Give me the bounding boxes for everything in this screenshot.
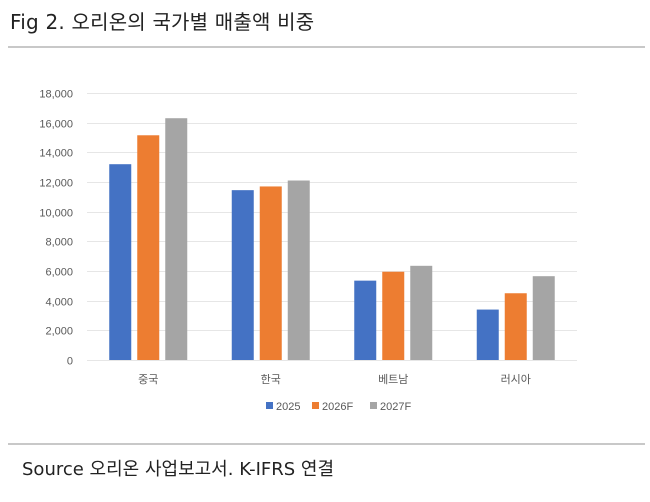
bars xyxy=(109,118,555,360)
legend-label: 2026F xyxy=(322,401,353,413)
y-tick-label: 12,000 xyxy=(39,178,73,190)
bottom-divider xyxy=(8,443,645,445)
y-tick-label: 8,000 xyxy=(45,237,73,249)
source-note: Source 오리온 사업보고서. K-IFRS 연결 xyxy=(22,459,335,480)
bar-2027F xyxy=(287,180,310,360)
top-divider xyxy=(8,46,645,48)
legend-label: 2025 xyxy=(276,401,300,413)
legend-swatch-2026F xyxy=(312,402,319,409)
bar-2025 xyxy=(354,280,377,360)
bar-2027F xyxy=(532,276,555,360)
y-tick-label: 14,000 xyxy=(39,148,73,160)
legend: 2025 2026F 2027F xyxy=(266,401,411,413)
bar-2026F xyxy=(137,135,160,360)
y-tick-label: 18,000 xyxy=(39,89,73,101)
figure-title: Fig 2. 오리온의 국가별 매출액 비중 xyxy=(10,10,315,34)
y-tick-label: 0 xyxy=(67,356,73,368)
y-tick-label: 16,000 xyxy=(39,119,73,131)
bar-chart: 0 2,000 4,000 6,000 8,000 10,000 12,000 14,000 1… xyxy=(39,89,577,413)
y-tick-label: 2,000 xyxy=(45,326,73,338)
y-tick-label: 6,000 xyxy=(45,267,73,279)
y-tick-label: 10,000 xyxy=(39,208,73,220)
bar-2025 xyxy=(476,309,499,360)
x-category-label: 한국 xyxy=(261,373,281,386)
y-tick-label: 4,000 xyxy=(45,297,73,309)
bar-2026F xyxy=(382,271,405,360)
bar-2026F xyxy=(504,293,527,360)
legend-swatch-2027F xyxy=(370,402,377,409)
bar-2027F xyxy=(165,118,188,360)
bar-2025 xyxy=(109,164,132,360)
x-category-label: 러시아 xyxy=(501,373,531,386)
x-category-label: 베트남 xyxy=(378,373,408,386)
bar-2025 xyxy=(231,190,254,360)
x-axis-categories: 중국 한국 베트남 러시아 xyxy=(138,373,531,386)
y-axis-ticks: 0 2,000 4,000 6,000 8,000 10,000 12,000 14,000 1… xyxy=(39,89,73,368)
legend-swatch-2025 xyxy=(266,402,273,409)
legend-label: 2027F xyxy=(380,401,411,413)
bar-2026F xyxy=(259,186,282,360)
x-category-label: 중국 xyxy=(138,373,158,386)
bar-2027F xyxy=(410,265,433,360)
gridlines xyxy=(87,93,577,361)
